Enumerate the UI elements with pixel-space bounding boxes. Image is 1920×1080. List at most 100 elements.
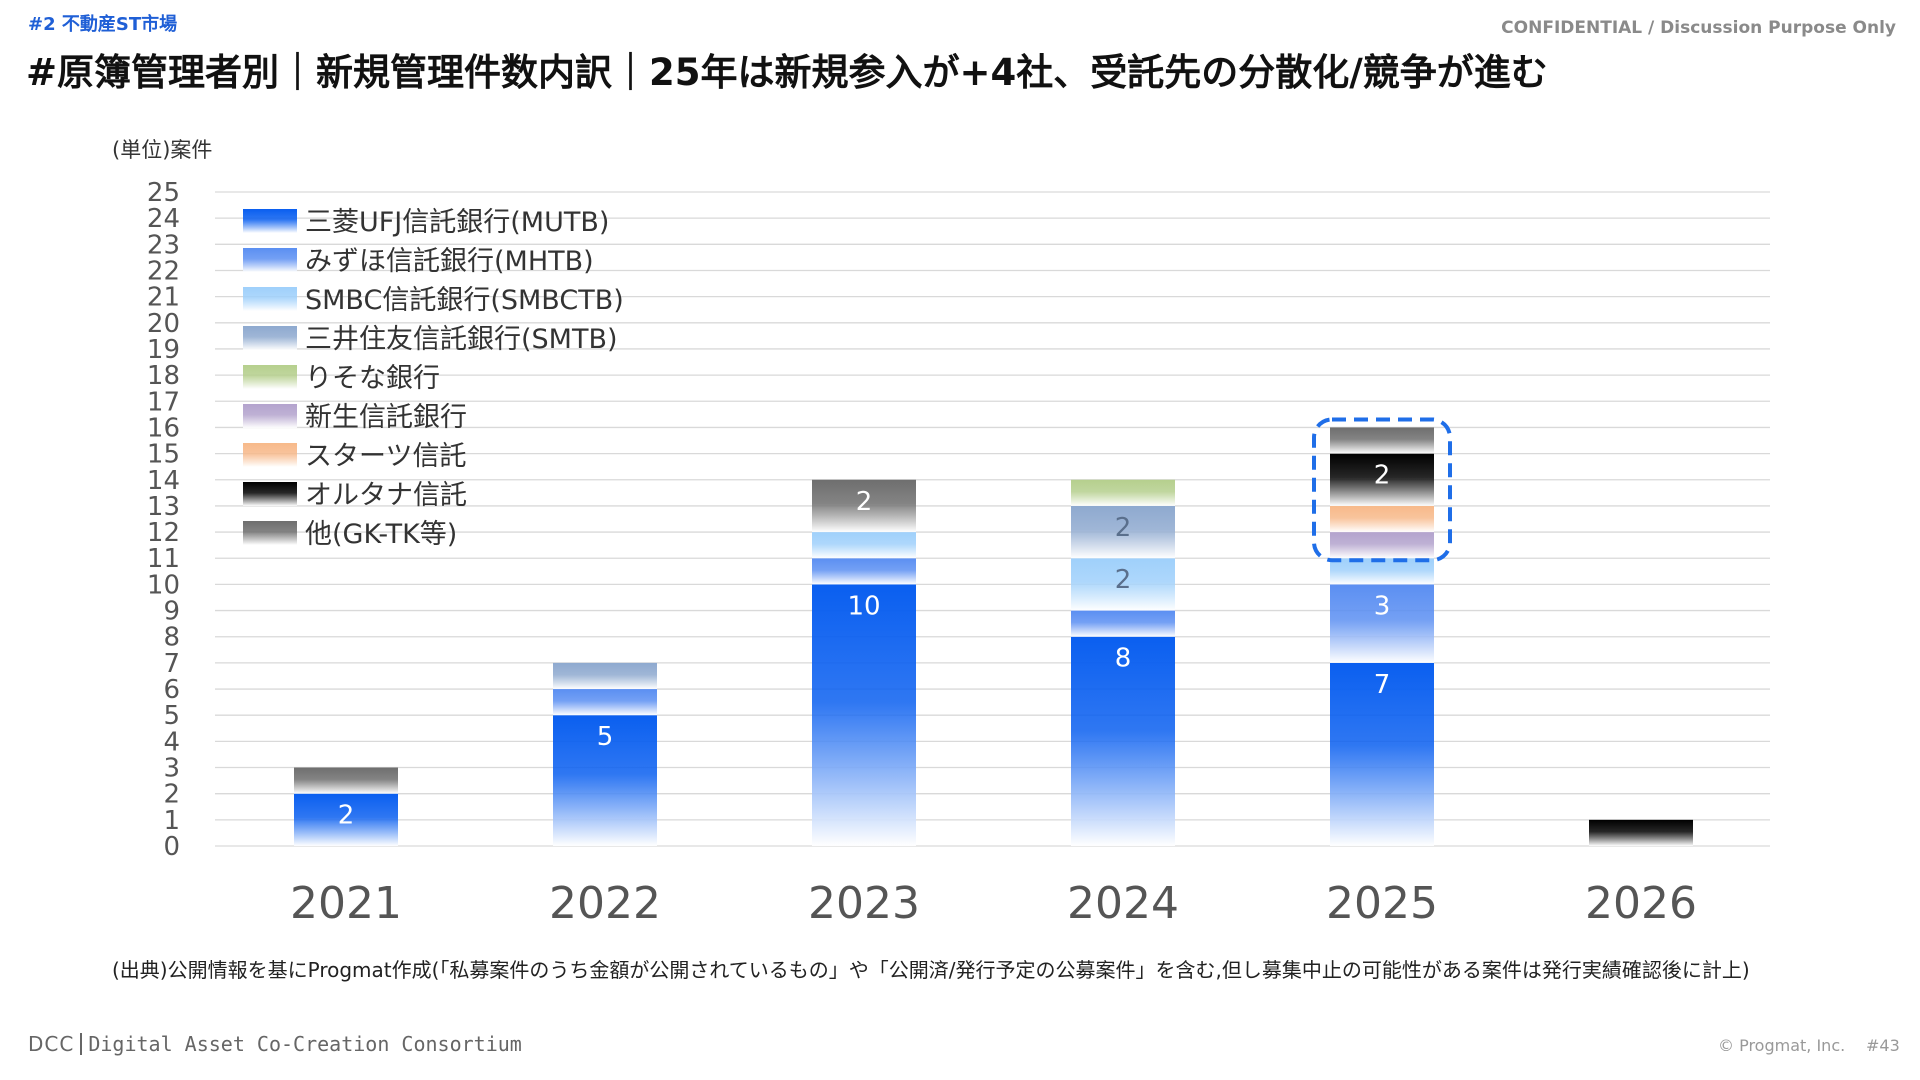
data-label: 3: [1374, 591, 1391, 621]
copyright: © Progmat, Inc.: [1718, 1036, 1846, 1055]
x-tick-label: 2026: [1585, 878, 1697, 929]
bar-2023-mhtb: [812, 558, 916, 585]
bars: [294, 427, 1693, 846]
legend-label: 新生信託銀行: [305, 402, 467, 433]
legend-swatch: [243, 326, 297, 350]
y-tick-label: 12: [147, 518, 180, 548]
unit-label: (単位)案件: [112, 138, 213, 162]
legend-label: スターツ信託: [305, 441, 466, 472]
highlight-dashed-box: [1312, 417, 1452, 563]
bar-2022-ufj-mutb: [553, 715, 657, 846]
y-tick-label: 7: [163, 649, 180, 679]
bar-2023-smbc-smbctb: [812, 532, 916, 559]
legend-swatch: [243, 209, 297, 233]
data-label: 7: [1374, 670, 1391, 700]
bar-2022-smtb: [553, 662, 657, 690]
y-tick-label: 20: [147, 309, 180, 339]
legend-label: 三菱UFJ信託銀行(MUTB): [305, 207, 609, 238]
y-tick-label: 19: [147, 335, 180, 365]
highlight-box: [1312, 417, 1452, 563]
grid-lines: [215, 191, 1770, 847]
section-tag: #2 不動産ST市場: [28, 14, 178, 35]
data-label: 8: [1115, 644, 1132, 674]
page-title: #原簿管理者別｜新規管理件数内訳｜25年は新規参入が+4社、受託先の分散化/競争…: [26, 51, 1548, 94]
x-tick-label: 2021: [290, 878, 402, 929]
y-tick-label: 4: [163, 727, 180, 757]
x-tick-label: 2022: [549, 878, 661, 929]
data-label: 2: [1115, 565, 1132, 595]
bar-2025-series: [1330, 453, 1434, 506]
legend-label: 三井住友信託銀行(SMTB): [305, 324, 618, 355]
legend-swatch: [243, 482, 297, 506]
y-tick-label: 1: [163, 806, 180, 836]
legend-swatch: [243, 443, 297, 467]
bar-2022-mhtb: [553, 689, 657, 716]
data-label: 10: [847, 591, 880, 621]
data-labels: 2 5 10 2 8 2 2 7 3 2: [338, 461, 1391, 831]
y-tick-label: 8: [163, 623, 180, 653]
bar-2023-gk-tk: [812, 479, 916, 533]
data-label: 2: [338, 801, 355, 831]
y-tick-label: 23: [147, 230, 180, 260]
y-tick-label: 17: [147, 387, 180, 417]
bar-2024-ufj-mutb: [1071, 636, 1175, 846]
logo-short: DCC: [28, 1032, 75, 1056]
logo-full: Digital Asset Co-Creation Consortium: [88, 1032, 522, 1056]
y-axis-ticks: 0123456789101112131415161718192021222324…: [147, 178, 180, 862]
legend: 三菱UFJ信託銀行(MUTB) みずほ信託銀行(MHTB) SMBC信託銀行(SMB…: [243, 207, 624, 550]
source-note: (出典)公開情報を基にProgmat作成(「私募案件のうち金額が公開されているも…: [112, 958, 1750, 982]
y-tick-label: 22: [147, 256, 180, 286]
page-number: #43: [1866, 1036, 1900, 1055]
dcc-logo: DCC Digital Asset Co-Creation Consortium: [28, 1032, 522, 1056]
y-tick-label: 18: [147, 361, 180, 391]
legend-swatch: [243, 404, 297, 428]
bar-2021-gk-tk: [294, 767, 398, 794]
data-label: 2: [1115, 513, 1132, 543]
y-tick-label: 11: [147, 544, 180, 574]
y-tick-label: 25: [147, 178, 180, 208]
x-tick-label: 2025: [1326, 878, 1438, 929]
legend-label: りそな銀行: [305, 363, 440, 394]
data-label: 5: [597, 722, 614, 752]
y-tick-label: 6: [163, 675, 180, 705]
y-tick-label: 0: [163, 832, 180, 862]
data-label: 2: [1374, 461, 1391, 491]
x-tick-label: 2023: [808, 878, 920, 929]
bar-2025-ufj-mutb: [1330, 662, 1434, 846]
y-tick-label: 24: [147, 204, 180, 234]
bar-2025-smbc-smbctb: [1330, 558, 1434, 585]
bar-2024-smbc-smbctb: [1071, 558, 1175, 611]
bar-2026-series: [1589, 819, 1693, 846]
y-tick-label: 10: [147, 570, 180, 600]
bar-2021-ufj-mutb: [294, 793, 398, 846]
bar-2023-ufj-mutb: [812, 584, 916, 846]
legend-swatch: [243, 287, 297, 311]
y-tick-label: 3: [163, 754, 180, 784]
y-tick-label: 14: [147, 466, 180, 496]
legend-swatch: [243, 248, 297, 272]
bar-2025-mhtb: [1330, 584, 1434, 663]
legend-label: みずほ信託銀行(MHTB): [305, 246, 594, 277]
confidential-label: CONFIDENTIAL / Discussion Purpose Only: [1501, 18, 1896, 38]
data-label: 2: [856, 487, 873, 517]
x-axis-ticks: 2021 2022 2023 2024 2025 2026: [290, 878, 1697, 929]
y-tick-label: 16: [147, 413, 180, 443]
legend-label: SMBC信託銀行(SMBCTB): [305, 285, 624, 316]
y-tick-label: 15: [147, 440, 180, 470]
y-tick-label: 13: [147, 492, 180, 522]
y-tick-label: 9: [163, 597, 180, 627]
x-tick-label: 2024: [1067, 878, 1179, 929]
logo-divider: [80, 1033, 83, 1055]
bar-2025-series: [1330, 532, 1434, 559]
legend-label: 他(GK-TK等): [305, 519, 457, 550]
bar-2025-series: [1330, 505, 1434, 533]
y-tick-label: 2: [163, 780, 180, 810]
legend-swatch: [243, 521, 297, 545]
bar-2024-series: [1071, 479, 1175, 506]
legend-swatch: [243, 365, 297, 389]
bar-2024-smtb: [1071, 505, 1175, 559]
bar-2025-gk-tk: [1330, 427, 1434, 454]
y-tick-label: 21: [147, 283, 180, 313]
y-tick-label: 5: [163, 701, 180, 731]
